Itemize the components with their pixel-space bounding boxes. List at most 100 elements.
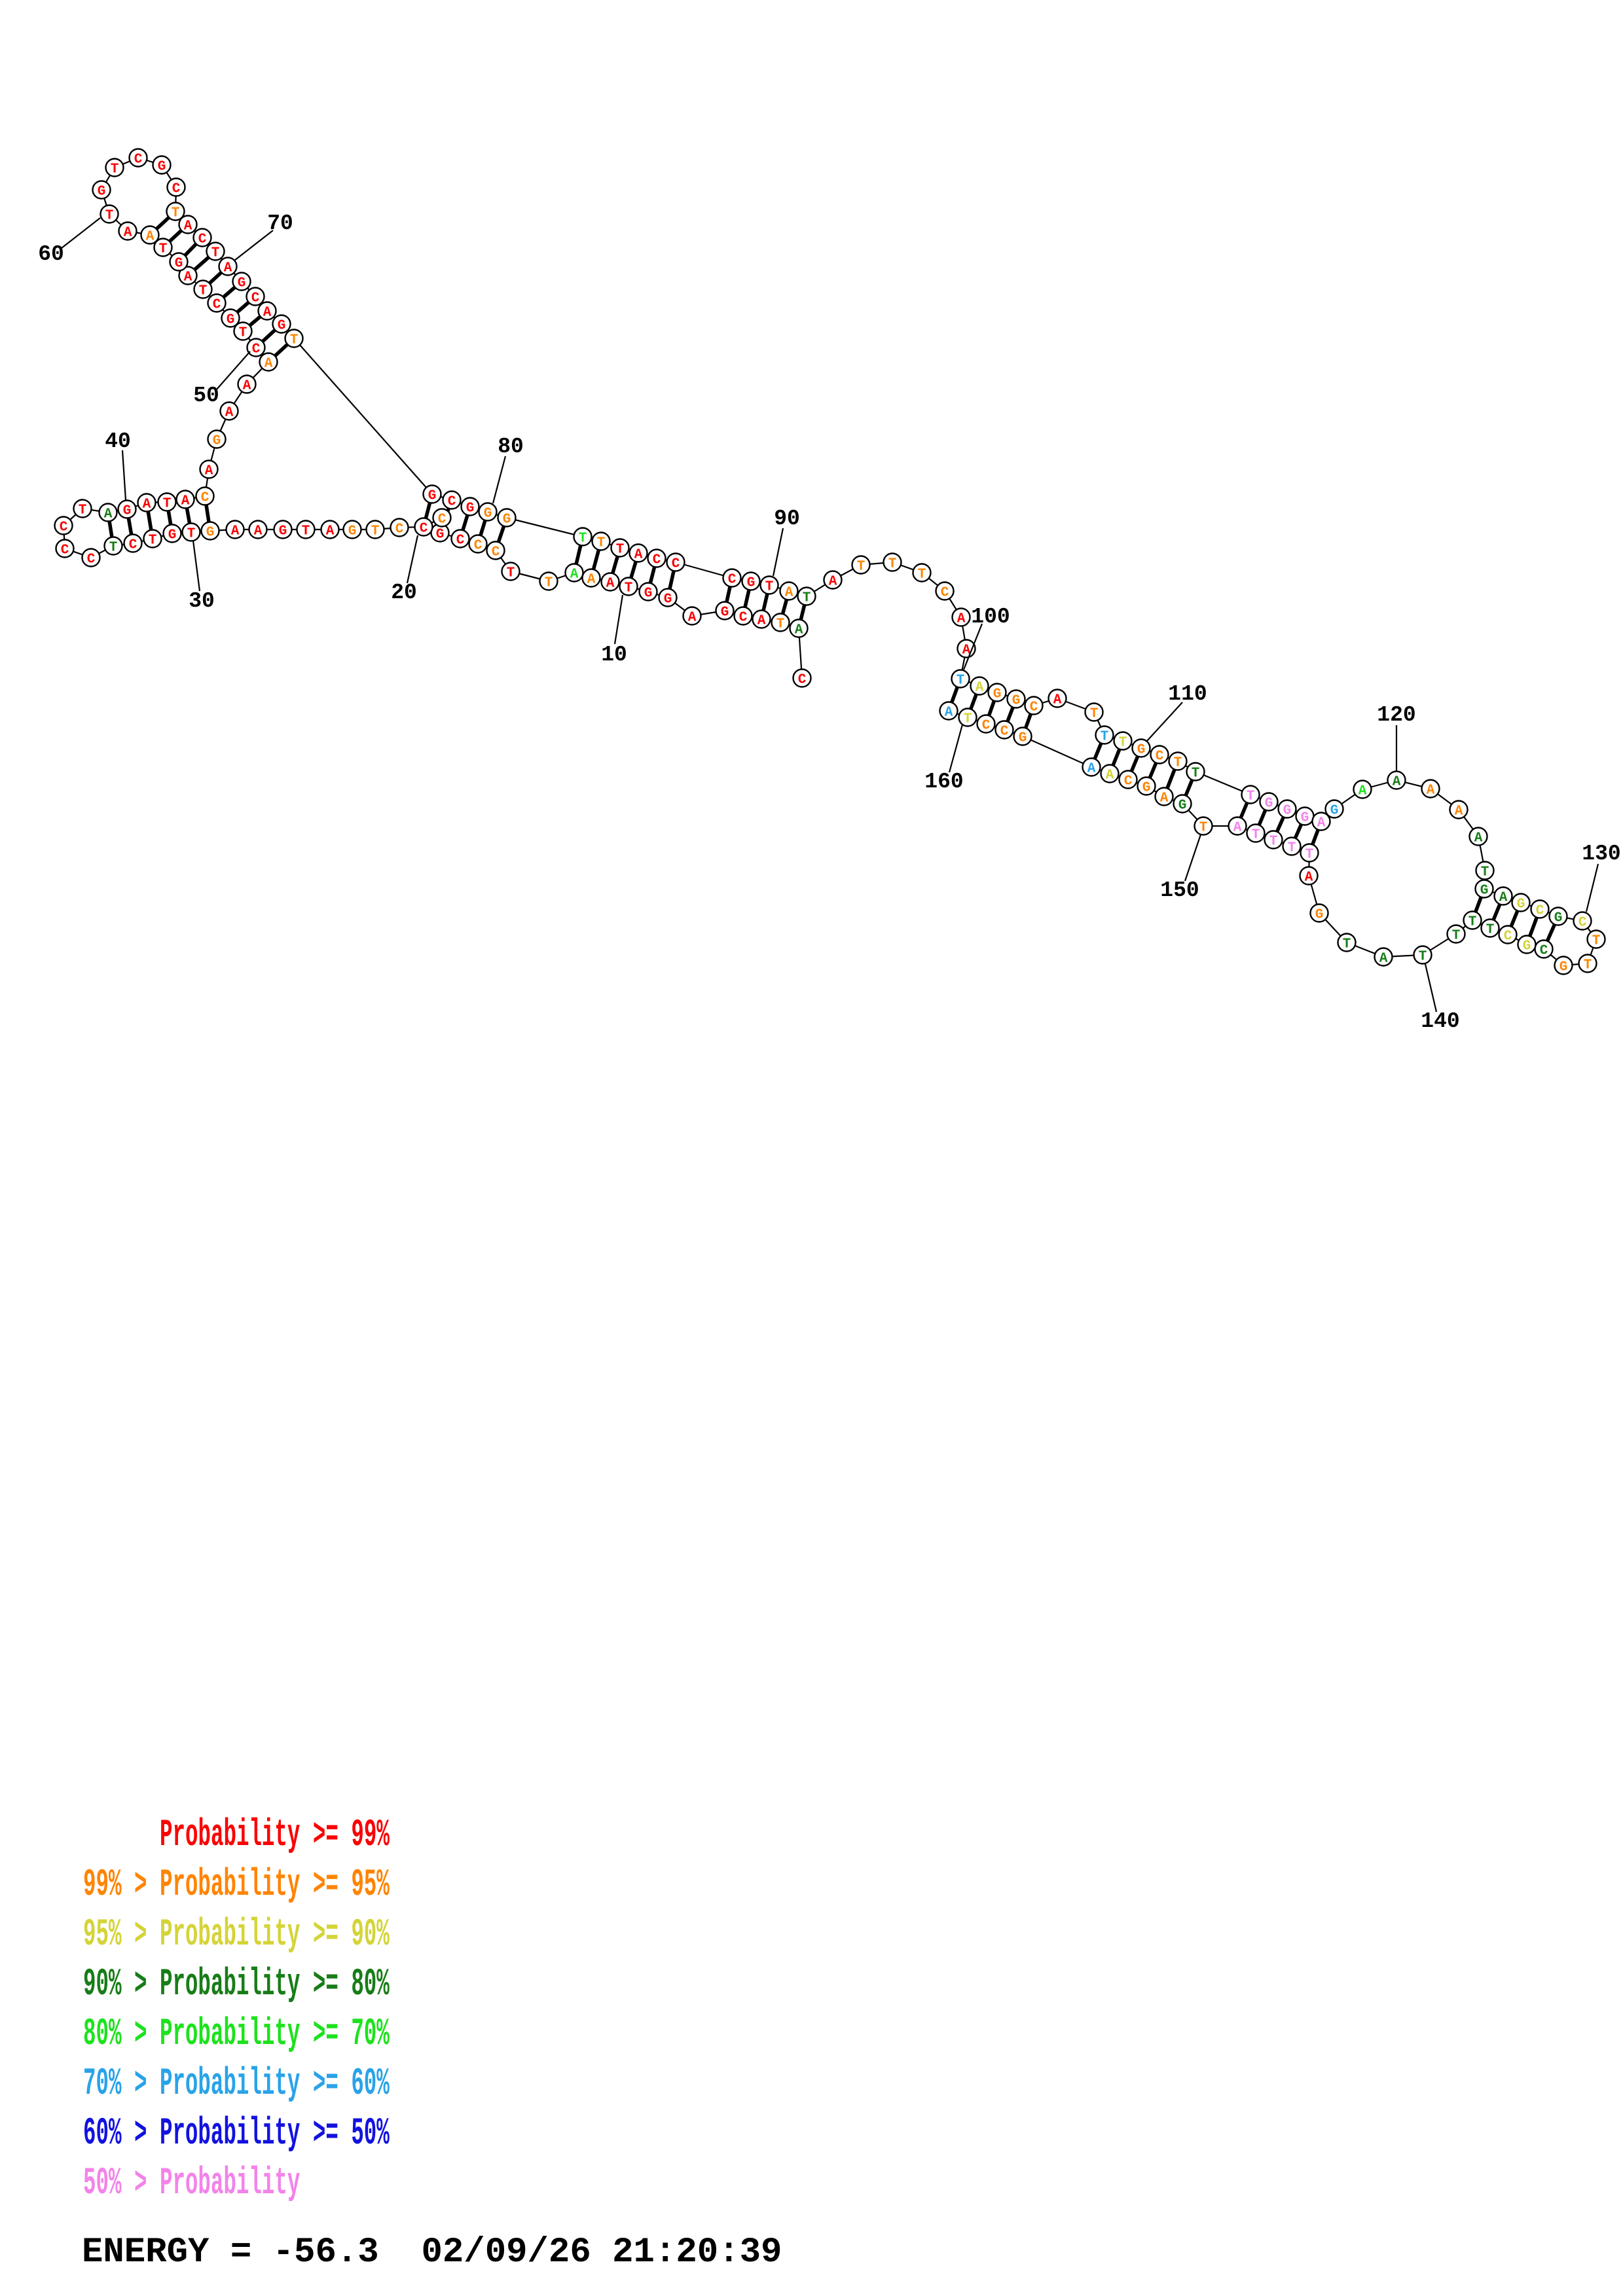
label-leader-line: [192, 540, 201, 592]
nucleotide-circle: [797, 586, 816, 606]
position-number: 20: [391, 581, 417, 605]
nucleotide-base: T: [857, 560, 866, 575]
nucleotide-base: G: [1559, 960, 1568, 975]
nucleotide-base: A: [757, 614, 766, 629]
label-leader-line: [406, 535, 419, 584]
nucleotide-circle: [1024, 696, 1044, 715]
nucleotide-base: C: [198, 232, 207, 247]
nucleotide-base: A: [962, 643, 971, 658]
nucleotide-base: C: [213, 298, 221, 313]
nucleotide-base: T: [159, 242, 168, 257]
nucleotide-base: G: [747, 576, 756, 591]
nucleotide-base: A: [829, 575, 837, 590]
legend-row-4: 90% > Probability >= 80%: [83, 1964, 390, 2006]
nucleotide-circle: [178, 266, 198, 285]
nucleotide-base: T: [888, 557, 897, 572]
nucleotide-base: T: [79, 503, 87, 518]
label-leader-line: [121, 450, 127, 501]
nucleotide-base: C: [492, 545, 500, 560]
nucleotide-circle: [733, 606, 753, 626]
nucleotide-circle: [1353, 780, 1372, 799]
nucleotide-base: T: [1101, 730, 1109, 745]
nucleotide-circle: [257, 301, 277, 321]
legend-row-8: 50% > Probability: [83, 2162, 301, 2205]
nucleotide-circle: [715, 601, 735, 620]
nucleotide-base: G: [98, 185, 106, 200]
nucleotide-circle: [181, 522, 201, 542]
legend-row-3: 95% > Probability >= 90%: [83, 1914, 390, 1956]
nucleotide-base: T: [111, 162, 119, 177]
nucleotide-base: T: [964, 712, 972, 727]
nucleotide-circle: [218, 257, 238, 276]
nucleotide-base: G: [278, 319, 286, 334]
nucleotide-circle: [970, 676, 989, 696]
label-leader-line: [1184, 834, 1202, 882]
nucleotide-circle: [1586, 929, 1606, 949]
nucleotide-base: A: [570, 567, 579, 583]
nucleotide-circle: [246, 287, 265, 306]
position-number: 160: [924, 770, 963, 794]
nucleotide-base: T: [1305, 848, 1314, 863]
nucleotide-circle: [1013, 726, 1032, 746]
nucleotide-circle: [1150, 745, 1169, 764]
nucleotide-base: G: [993, 687, 1002, 702]
nucleotide-base: G: [1137, 743, 1146, 758]
nucleotide-circle: [237, 374, 257, 394]
nucleotide-base: T: [1452, 929, 1461, 944]
nucleotide-base: A: [688, 611, 697, 626]
nucleotide-base: C: [438, 512, 447, 528]
nucleotide-base: C: [252, 342, 261, 357]
nucleotide-base: G: [1178, 798, 1187, 814]
energy-line: ENERGY = -56.3 02/09/26 21:20:39: [82, 2233, 782, 2272]
nucleotide-circle: [207, 429, 227, 449]
nucleotide-circle: [1517, 935, 1537, 954]
nucleotide-base: A: [945, 706, 953, 721]
nucleotide-base: G: [1265, 797, 1273, 812]
nucleotide-circle: [117, 499, 137, 519]
nucleotide-base: T: [1481, 865, 1489, 880]
nucleotide-base: T: [1343, 937, 1351, 952]
label-leader-line: [1585, 863, 1599, 912]
nucleotide-circle: [225, 520, 245, 539]
nucleotide-base: G: [1283, 804, 1292, 819]
nucleotide-base: C: [251, 291, 260, 306]
position-number: 30: [189, 589, 215, 613]
label-leader-line: [613, 594, 624, 645]
label-leader-line: [1424, 963, 1438, 1013]
nucleotide-base: T: [918, 567, 926, 583]
nucleotide-circle: [682, 606, 702, 626]
nucleotide-base: G: [1517, 897, 1525, 912]
nucleotide-base: T: [625, 581, 633, 596]
nucleotide-circle: [779, 581, 799, 601]
nucleotide-base: G: [1301, 811, 1309, 826]
nucleotide-base: C: [739, 611, 748, 626]
nucleotide-base: A: [143, 497, 151, 512]
nucleotide-circle: [851, 555, 871, 575]
nucleotide-base: C: [60, 520, 68, 535]
nucleotide-circle: [342, 520, 362, 539]
nucleotide-circle: [162, 524, 182, 543]
nucleotide-circle: [600, 572, 620, 592]
nucleotide-base: T: [1199, 821, 1208, 836]
nucleotide-base: A: [795, 623, 803, 638]
position-number: 110: [1168, 682, 1207, 706]
position-number: 60: [38, 242, 64, 266]
nucleotide-base: G: [1315, 908, 1324, 923]
nucleotide-circle: [629, 543, 648, 563]
nucleotide-base: T: [1192, 766, 1200, 781]
nucleotide-base: C: [672, 557, 680, 572]
position-number: 80: [498, 435, 524, 459]
nucleotide-base: C: [474, 539, 483, 554]
nucleotide-circle: [390, 518, 409, 537]
nucleotide-circle: [1511, 893, 1531, 912]
nucleotide-base: A: [124, 226, 132, 241]
legend-row-7: 60% > Probability >= 50%: [83, 2113, 390, 2155]
nucleotide-base: A: [957, 612, 966, 627]
nucleotide-circle: [1084, 702, 1104, 722]
nucleotide-base: A: [1053, 693, 1062, 708]
label-leader-line: [1146, 702, 1183, 742]
nucleotide-circle: [1048, 689, 1067, 708]
nucleotide-base: A: [634, 548, 643, 563]
